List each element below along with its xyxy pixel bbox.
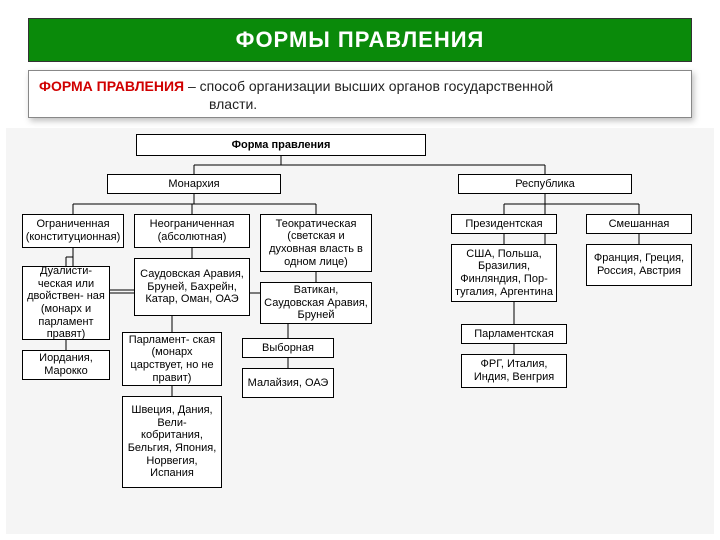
node-mon: Монархия xyxy=(107,174,281,194)
definition-text: – способ организации высших органов госу… xyxy=(184,78,553,94)
node-mon_elec_ex: Малайзия, ОАЭ xyxy=(242,368,334,398)
node-rep_mix: Смешанная xyxy=(586,214,692,234)
node-mon_parl: Парламент- ская (монарх царствует, но не… xyxy=(122,332,222,386)
definition-line1: ФОРМА ПРАВЛЕНИЯ – способ организации выс… xyxy=(39,77,681,95)
tree-chart: Форма правления Монархия Республика Огранич… xyxy=(6,128,714,534)
node-mon_abs: Неограниченная (абсолютная) xyxy=(134,214,250,248)
node-rep_parl_ex: ФРГ, Италия, Индия, Венгрия xyxy=(461,354,567,388)
node-mon_parl_ex: Швеция, Дания, Вели- кобритания, Бельгия… xyxy=(122,396,222,488)
page-title-bar: ФОРМЫ ПРАВЛЕНИЯ xyxy=(28,18,692,62)
node-rep_pres: Президентская xyxy=(451,214,557,234)
node-rep_pres_ex: США, Польша, Бразилия, Финляндия, Пор- т… xyxy=(451,244,557,302)
node-mon_dual: Дуалисти- ческая или двойствен- ная (мон… xyxy=(22,266,110,340)
node-rep_mix_ex: Франция, Греция, Россия, Австрия xyxy=(586,244,692,286)
node-rep_parl: Парламентская xyxy=(461,324,567,344)
node-mon_dual_ex: Иордания, Марокко xyxy=(22,350,110,380)
node-mon_lim: Ограниченная (конституционная) xyxy=(22,214,124,248)
definition-term: ФОРМА ПРАВЛЕНИЯ xyxy=(39,78,184,94)
node-mon_abs_ex: Саудовская Аравия, Бруней, Бахрейн, Ката… xyxy=(134,258,250,316)
node-root: Форма правления xyxy=(136,134,426,156)
node-mon_theo: Теократическая (светская и духовная влас… xyxy=(260,214,372,272)
node-rep: Республика xyxy=(458,174,632,194)
definition-box: ФОРМА ПРАВЛЕНИЯ – способ организации выс… xyxy=(28,70,692,118)
node-mon_theo_ex: Ватикан, Саудовская Аравия, Бруней xyxy=(260,282,372,324)
page-title: ФОРМЫ ПРАВЛЕНИЯ xyxy=(236,27,485,53)
definition-line2: власти. xyxy=(39,95,681,113)
node-mon_elec: Выборная xyxy=(242,338,334,358)
